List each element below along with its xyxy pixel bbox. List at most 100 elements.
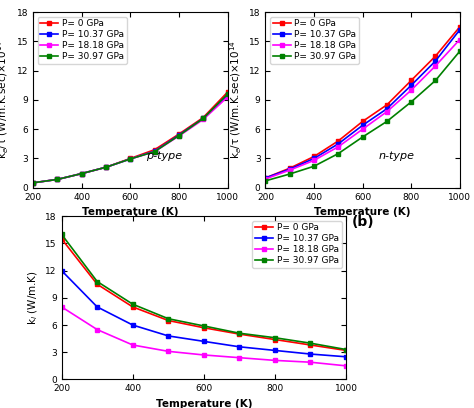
P= 10.37 GPa	[201, 116, 206, 121]
P= 10.37 GPa	[130, 323, 136, 328]
Line: P= 10.37 GPa: P= 10.37 GPa	[60, 268, 348, 359]
P= 30.97 GPa	[384, 119, 390, 124]
P= 30.97 GPa	[287, 172, 292, 177]
P= 0 GPa	[94, 282, 100, 287]
P= 18.18 GPa	[79, 171, 84, 176]
P= 30.97 GPa	[457, 49, 463, 54]
P= 30.97 GPa	[433, 78, 438, 83]
P= 30.97 GPa	[55, 177, 60, 182]
P= 18.18 GPa	[176, 133, 182, 138]
P= 10.37 GPa	[59, 268, 64, 273]
P= 30.97 GPa	[308, 341, 313, 346]
P= 0 GPa	[308, 343, 313, 348]
Text: (b): (b)	[351, 215, 374, 229]
Y-axis label: k$_e$/τ (W/m.K.sec)×10$^{14}$: k$_e$/τ (W/m.K.sec)×10$^{14}$	[0, 40, 11, 160]
P= 10.37 GPa	[384, 106, 390, 111]
P= 0 GPa	[433, 54, 438, 59]
P= 0 GPa	[79, 171, 84, 176]
P= 10.37 GPa	[128, 157, 133, 162]
P= 18.18 GPa	[311, 158, 317, 163]
P= 10.37 GPa	[311, 156, 317, 161]
P= 0 GPa	[272, 337, 278, 342]
P= 10.37 GPa	[30, 180, 36, 185]
P= 0 GPa	[343, 348, 349, 353]
P= 0 GPa	[384, 102, 390, 107]
P= 10.37 GPa	[336, 142, 341, 146]
P= 0 GPa	[59, 237, 64, 242]
P= 18.18 GPa	[308, 360, 313, 365]
P= 30.97 GPa	[343, 347, 349, 352]
X-axis label: Temperature (K): Temperature (K)	[155, 399, 252, 408]
P= 10.37 GPa	[94, 304, 100, 309]
P= 0 GPa	[176, 132, 182, 137]
P= 10.37 GPa	[55, 177, 60, 182]
P= 0 GPa	[130, 304, 136, 309]
P= 18.18 GPa	[130, 343, 136, 348]
P= 0 GPa	[55, 177, 60, 182]
P= 0 GPa	[360, 119, 365, 124]
P= 18.18 GPa	[343, 364, 349, 368]
Y-axis label: k$_l$ (W/m.K): k$_l$ (W/m.K)	[26, 271, 40, 325]
P= 18.18 GPa	[433, 63, 438, 68]
P= 18.18 GPa	[201, 117, 206, 122]
P= 18.18 GPa	[55, 177, 60, 182]
P= 18.18 GPa	[128, 157, 133, 162]
P= 10.37 GPa	[225, 93, 230, 98]
P= 18.18 GPa	[408, 88, 414, 93]
Line: P= 10.37 GPa: P= 10.37 GPa	[264, 28, 462, 180]
P= 18.18 GPa	[225, 95, 230, 100]
P= 30.97 GPa	[336, 151, 341, 156]
P= 30.97 GPa	[225, 92, 230, 97]
P= 0 GPa	[457, 24, 463, 29]
P= 10.37 GPa	[263, 175, 268, 180]
P= 0 GPa	[287, 166, 292, 171]
Text: p-type: p-type	[146, 151, 182, 161]
P= 10.37 GPa	[201, 339, 207, 344]
P= 0 GPa	[336, 138, 341, 143]
P= 0 GPa	[237, 332, 242, 337]
P= 18.18 GPa	[30, 180, 36, 185]
P= 0 GPa	[103, 165, 109, 170]
X-axis label: Temperature (K): Temperature (K)	[314, 207, 411, 217]
P= 10.37 GPa	[308, 352, 313, 357]
P= 18.18 GPa	[384, 109, 390, 114]
P= 10.37 GPa	[176, 133, 182, 137]
Legend: P= 0 GPa, P= 10.37 GPa, P= 18.18 GPa, P= 30.97 GPa: P= 0 GPa, P= 10.37 GPa, P= 18.18 GPa, P=…	[270, 17, 359, 64]
P= 10.37 GPa	[360, 123, 365, 128]
P= 18.18 GPa	[360, 127, 365, 132]
P= 30.97 GPa	[272, 335, 278, 340]
P= 30.97 GPa	[165, 316, 171, 321]
Line: P= 18.18 GPa: P= 18.18 GPa	[60, 305, 348, 368]
P= 30.97 GPa	[94, 279, 100, 284]
Line: P= 0 GPa: P= 0 GPa	[31, 90, 229, 185]
P= 0 GPa	[311, 154, 317, 159]
P= 30.97 GPa	[128, 157, 133, 162]
P= 0 GPa	[201, 325, 207, 330]
P= 18.18 GPa	[152, 149, 157, 154]
P= 30.97 GPa	[201, 116, 206, 121]
X-axis label: Temperature (K): Temperature (K)	[82, 207, 179, 217]
Line: P= 18.18 GPa: P= 18.18 GPa	[31, 95, 229, 185]
P= 10.37 GPa	[457, 27, 463, 32]
P= 18.18 GPa	[94, 327, 100, 332]
P= 18.18 GPa	[263, 176, 268, 181]
Line: P= 18.18 GPa: P= 18.18 GPa	[264, 38, 462, 181]
Y-axis label: k$_e$/τ (W/m.K.sec)×10$^{14}$: k$_e$/τ (W/m.K.sec)×10$^{14}$	[228, 40, 244, 160]
P= 0 GPa	[263, 175, 268, 180]
P= 30.97 GPa	[152, 149, 157, 154]
P= 30.97 GPa	[176, 133, 182, 138]
P= 30.97 GPa	[59, 232, 64, 237]
Text: (a): (a)	[119, 215, 141, 229]
P= 30.97 GPa	[201, 324, 207, 328]
P= 30.97 GPa	[237, 331, 242, 336]
Line: P= 10.37 GPa: P= 10.37 GPa	[31, 93, 229, 185]
P= 10.37 GPa	[103, 165, 109, 170]
P= 0 GPa	[152, 147, 157, 152]
Line: P= 30.97 GPa: P= 30.97 GPa	[60, 232, 348, 352]
P= 10.37 GPa	[272, 348, 278, 353]
P= 30.97 GPa	[311, 164, 317, 169]
Line: P= 30.97 GPa: P= 30.97 GPa	[264, 49, 462, 183]
P= 10.37 GPa	[343, 354, 349, 359]
P= 18.18 GPa	[237, 355, 242, 360]
P= 10.37 GPa	[79, 171, 84, 176]
